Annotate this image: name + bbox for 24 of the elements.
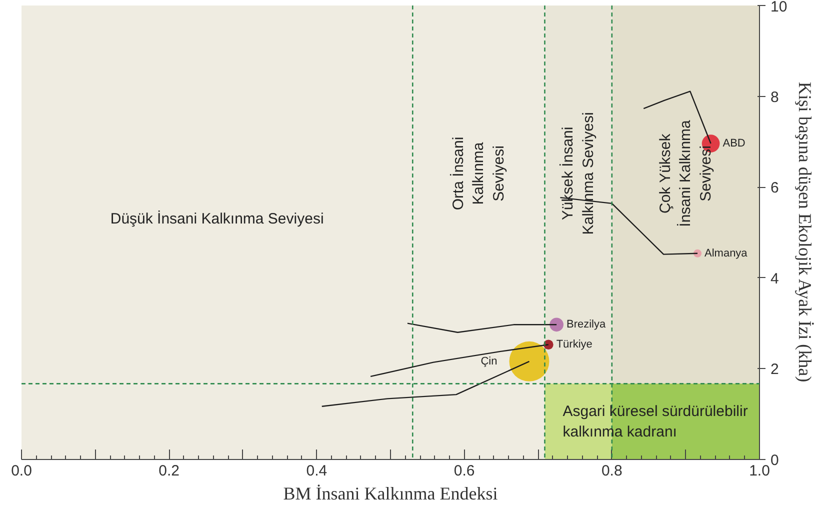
series-label: Brezilya bbox=[566, 318, 606, 331]
band-label: Yüksek İnsani Kalkınma Seviyesi bbox=[558, 112, 598, 235]
series-label: Türkiye bbox=[556, 338, 592, 351]
x-tick-label: 1.0 bbox=[749, 462, 770, 480]
band-label: Çok Yüksek İnsani Kalkınma Seviyesi bbox=[656, 119, 715, 227]
y-tick-label: 10 bbox=[770, 0, 788, 16]
y-tick-label: 2 bbox=[770, 361, 779, 378]
y-tick-label: 4 bbox=[770, 270, 779, 288]
x-tick-label: 0.6 bbox=[454, 462, 475, 480]
band-label: Orta İnsani Kalkınma Seviyesi bbox=[448, 136, 508, 210]
x-tick-label: 0.4 bbox=[306, 462, 328, 480]
y-tick-label: 8 bbox=[770, 88, 779, 106]
series-label: Almanya bbox=[704, 247, 748, 260]
band-label: Düşük İnsani Kalkınma Seviyesi bbox=[110, 209, 324, 228]
y-tick-label: 6 bbox=[770, 180, 779, 197]
x-axis-title: BM İnsani Kalkınma Endeksi bbox=[283, 484, 498, 504]
annotation: Asgari küresel sürdürülebilir kalkınma kadranı bbox=[562, 402, 748, 440]
x-tick-label: 0.8 bbox=[601, 462, 622, 480]
y-tick-label: 0 bbox=[770, 452, 779, 469]
x-tick-label: 0.0 bbox=[11, 462, 32, 480]
y-axis-title: Kişi başına düşen Ekolojik Ayak İzi (kha) bbox=[795, 82, 816, 382]
x-tick-label: 0.2 bbox=[158, 462, 180, 480]
series-label: ABD bbox=[722, 138, 746, 150]
series-label: Çin bbox=[480, 355, 498, 368]
